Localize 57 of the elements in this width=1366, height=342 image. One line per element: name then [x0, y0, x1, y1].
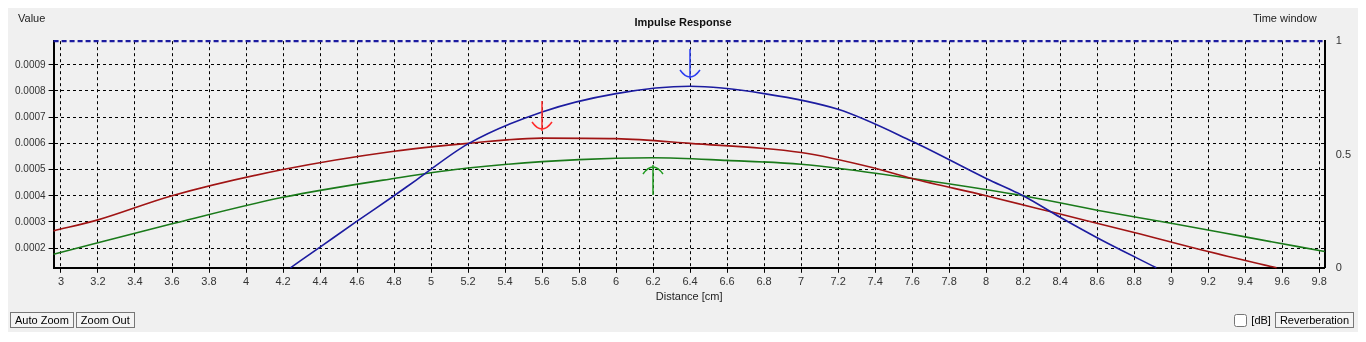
- x-tick-label: 5: [427, 275, 435, 288]
- x-tick-label: 8.6: [1089, 275, 1105, 288]
- y-tick-label: 0.0008: [14, 84, 47, 96]
- y-tick-label: 0.0006: [14, 137, 47, 149]
- line-series: [52, 156, 1326, 255]
- x-tick-label: 5.2: [460, 275, 476, 288]
- y-tick-label: 0.0004: [14, 189, 47, 201]
- x-tick-label: 7: [798, 275, 805, 288]
- x-tick-label: 3.2: [90, 275, 106, 288]
- x-tick-label: 9.2: [1200, 275, 1216, 288]
- y-tick-label: 0.0002: [14, 241, 47, 253]
- line-series: [289, 85, 1158, 269]
- x-tick-label: 3.8: [201, 275, 217, 288]
- text: Reverberation: [1274, 312, 1354, 328]
- x-axis-title: Distance [cm]: [655, 289, 723, 302]
- text: [dB]: [1250, 313, 1271, 327]
- x-tick-label: 4.6: [349, 275, 365, 288]
- x-tick-label: 6.2: [645, 275, 661, 288]
- y2-tick-label: 0.5: [1335, 147, 1352, 160]
- y2-tick-label: 0: [1335, 260, 1342, 273]
- x-tick-label: 9.6: [1274, 275, 1290, 288]
- y2-tick-label: 1: [1335, 34, 1342, 47]
- x-tick-label: 6: [613, 275, 620, 288]
- y-tick-label: 0.0009: [14, 58, 47, 70]
- x-tick-label: 3.4: [127, 275, 143, 288]
- x-tick-label: 7.6: [904, 275, 920, 288]
- x-tick-label: 4.2: [275, 275, 291, 288]
- x-tick-label: 9: [1168, 275, 1175, 288]
- x-tick-label: 7.4: [867, 275, 883, 288]
- y-tick-label: 0.0005: [14, 163, 47, 175]
- x-tick-label: 4: [242, 275, 250, 288]
- text: Zoom Out: [75, 312, 135, 328]
- x-tick-label: 8.2: [1015, 275, 1031, 288]
- x-tick-label: 8.8: [1126, 275, 1142, 288]
- y-axis-title: Value: [18, 12, 46, 24]
- x-tick-label: 5.8: [571, 275, 587, 288]
- x-tick-label: 7.2: [830, 275, 846, 288]
- line-series: [52, 137, 1278, 269]
- text: Auto Zoom: [10, 312, 74, 328]
- x-tick-label: 3: [57, 275, 65, 288]
- y-tick-label: 0.0007: [14, 110, 47, 122]
- x-tick-label: 3.6: [164, 275, 180, 288]
- x-tick-label: 9.8: [1311, 275, 1327, 288]
- x-tick-label: 5.6: [534, 275, 550, 288]
- x-tick-label: 4.4: [312, 275, 328, 288]
- x-tick-label: 8.4: [1052, 275, 1068, 288]
- x-tick-label: 7.8: [941, 275, 957, 288]
- chart-title: Impulse Response: [634, 15, 732, 28]
- y-tick-label: 0.0003: [14, 215, 47, 227]
- x-tick-label: 5.4: [497, 275, 513, 288]
- x-tick-label: 8: [983, 275, 990, 288]
- x-tick-label: 6.6: [719, 275, 735, 288]
- x-tick-label: 9.4: [1237, 275, 1253, 288]
- y2-axis-title: Time window: [1252, 12, 1317, 24]
- x-tick-label: 4.8: [386, 275, 402, 288]
- x-tick-label: 6.8: [756, 275, 772, 288]
- x-tick-label: 6.4: [682, 275, 698, 288]
